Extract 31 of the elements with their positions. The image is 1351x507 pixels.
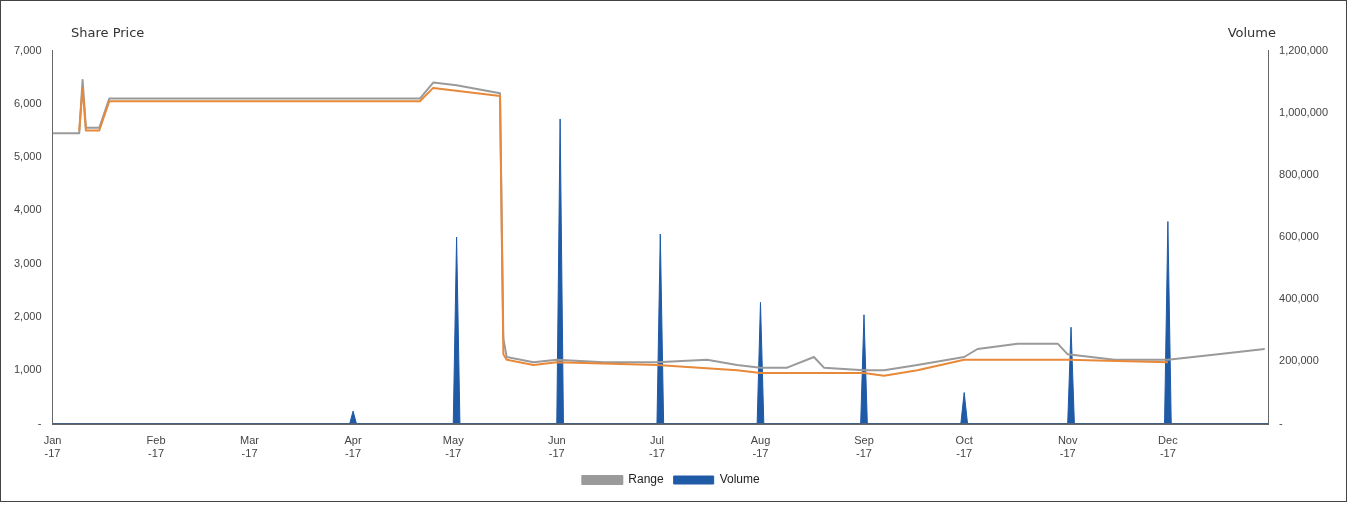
x-tick-label: Jan-17 — [43, 434, 62, 460]
x-tick-label: Mar-17 — [240, 434, 260, 460]
x-tick-label: May-17 — [442, 434, 465, 460]
x-tick-label: Oct-17 — [955, 434, 973, 460]
y2-tick-label: 1,000,000 — [1279, 105, 1328, 118]
y-tick-label: 6,000 — [14, 96, 42, 109]
y-tick-label: 3,000 — [14, 256, 42, 269]
y2-tick-label: 400,000 — [1279, 292, 1319, 305]
y-tick-label: - — [37, 416, 42, 429]
y-tick-label: 1,000 — [14, 363, 42, 376]
y2-tick-label: 600,000 — [1279, 230, 1319, 243]
x-tick-label: Dec-17 — [1158, 434, 1179, 460]
y2-tick-label: 800,000 — [1279, 167, 1319, 180]
x-tick-label: Feb-17 — [146, 434, 166, 460]
x-tick-label: Jul-17 — [649, 434, 665, 460]
y2-tick-label: - — [1279, 416, 1284, 429]
x-tick-label: Aug-17 — [750, 434, 771, 460]
x-tick-label: Sep-17 — [854, 434, 874, 460]
y2-axis-title: Volume — [1227, 25, 1276, 40]
y-axis-title: Share Price — [71, 25, 145, 40]
x-tick-label: Nov-17 — [1057, 434, 1078, 460]
y-tick-label: 7,000 — [14, 43, 42, 56]
y2-tick-label: 200,000 — [1279, 354, 1319, 367]
y2-tick-label: 1,200,000 — [1279, 43, 1328, 56]
y-tick-label: 5,000 — [14, 150, 42, 163]
legend-label: Range — [628, 472, 664, 487]
y-tick-label: 2,000 — [14, 310, 42, 323]
x-tick-label: Jun-17 — [547, 434, 566, 460]
legend-label: Volume — [719, 472, 761, 487]
x-tick-label: Apr-17 — [344, 434, 362, 460]
y-tick-label: 4,000 — [14, 203, 42, 216]
